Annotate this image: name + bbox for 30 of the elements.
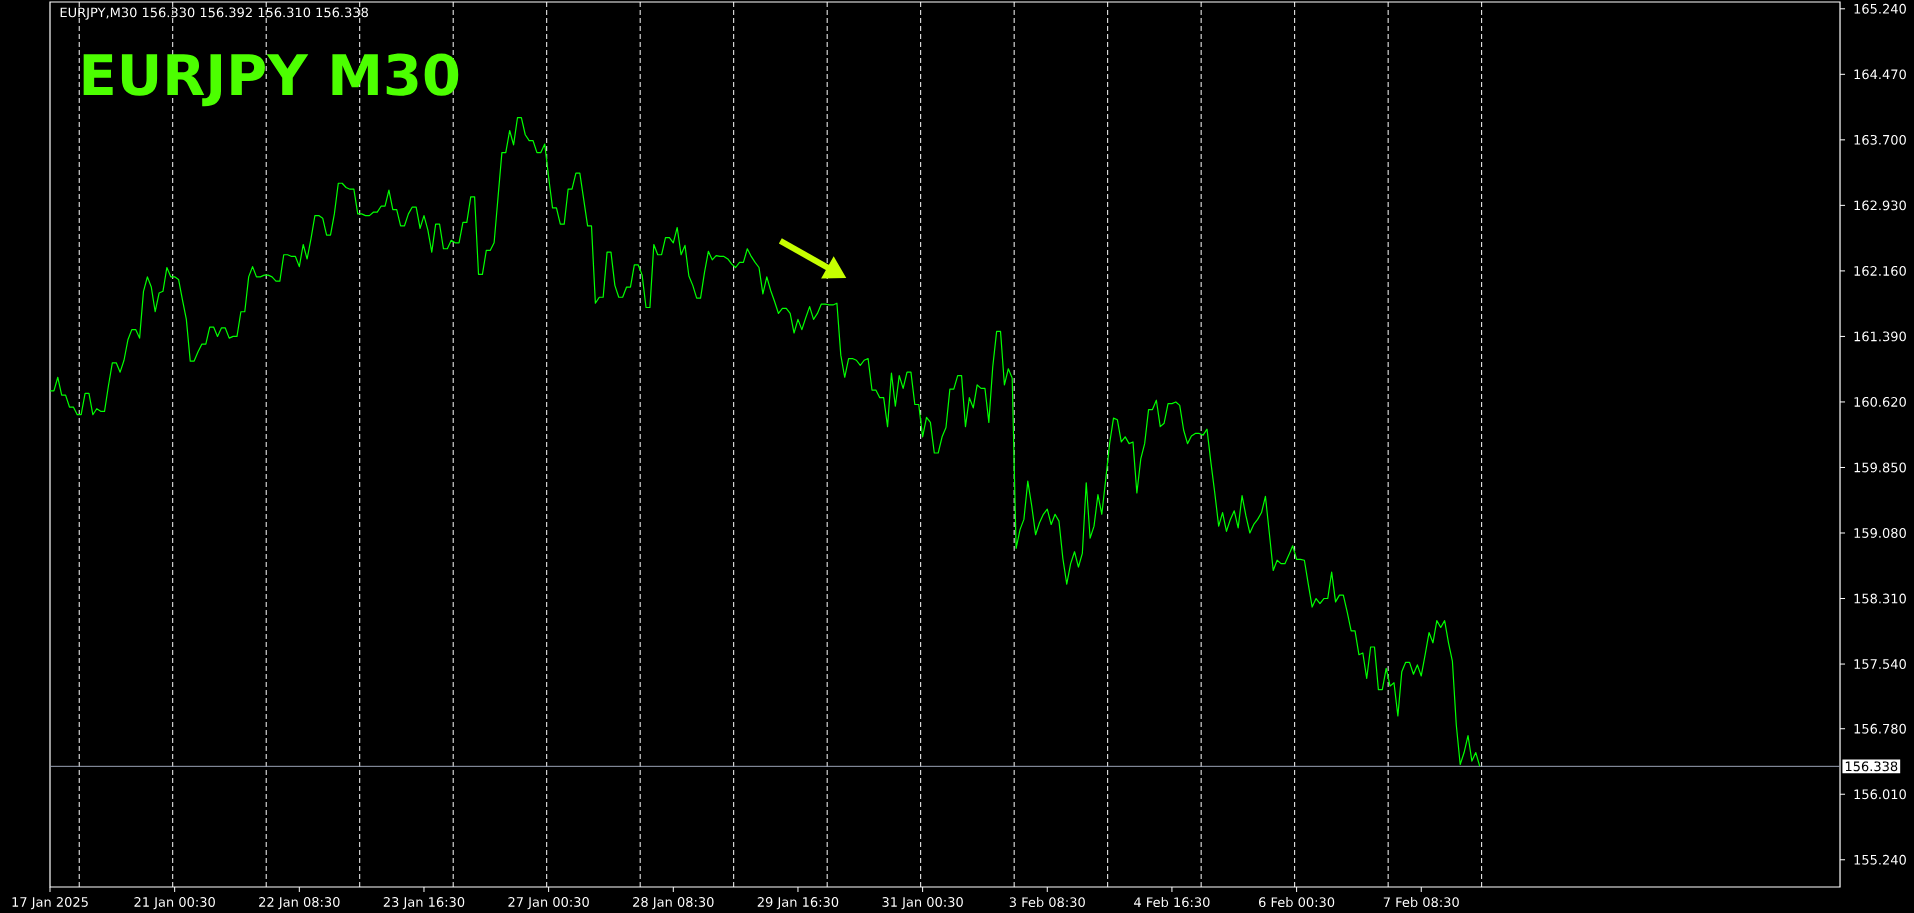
y-tick-label: 161.390: [1854, 331, 1906, 342]
x-tick-label: 23 Jan 16:30: [383, 897, 465, 910]
y-tick-label: 158.310: [1854, 593, 1906, 604]
y-tick-label: 159.850: [1854, 462, 1906, 473]
ref-line-label: 156.338: [1845, 761, 1898, 772]
y-tick-label: 159.080: [1854, 528, 1906, 538]
y-tick-label: 162.930: [1854, 200, 1906, 211]
x-tick-label: 27 Jan 00:30: [508, 897, 589, 910]
x-tick-label: 29 Jan 16:30: [757, 897, 839, 910]
y-tick-label: 156.010: [1854, 789, 1906, 800]
y-tick-label: 162.160: [1854, 265, 1906, 276]
x-tick-label: 3 Feb 08:30: [1009, 897, 1085, 908]
y-tick-label: 157.540: [1854, 659, 1906, 669]
x-tick-label: 22 Jan 08:30: [259, 897, 340, 910]
y-tick-label: 163.700: [1854, 134, 1906, 145]
x-tick-label: 4 Feb 16:30: [1134, 897, 1210, 908]
y-tick-label: 165.240: [1854, 3, 1906, 14]
x-tick-label: 31 Jan 00:30: [882, 897, 963, 910]
y-tick-label: 164.470: [1854, 69, 1906, 80]
x-tick-label: 21 Jan 00:30: [134, 897, 215, 910]
x-tick-label: 7 Feb 08:30: [1383, 897, 1459, 908]
annotation: EURJPY,M30 156.330 156.392 156.310 156.338: [60, 7, 368, 20]
y-tick-label: 155.240: [1854, 854, 1906, 865]
x-tick-label: 28 Jan 08:30: [633, 897, 714, 910]
line-series: [49, 117, 1481, 767]
x-tick-label: 6 Feb 00:30: [1258, 897, 1335, 908]
text: EURJPY M30: [83, 53, 459, 107]
y-tick-label: 160.620: [1854, 397, 1906, 407]
y-tick-label: 156.780: [1854, 723, 1906, 734]
x-tick-label: 17 Jan 2025: [12, 897, 88, 910]
